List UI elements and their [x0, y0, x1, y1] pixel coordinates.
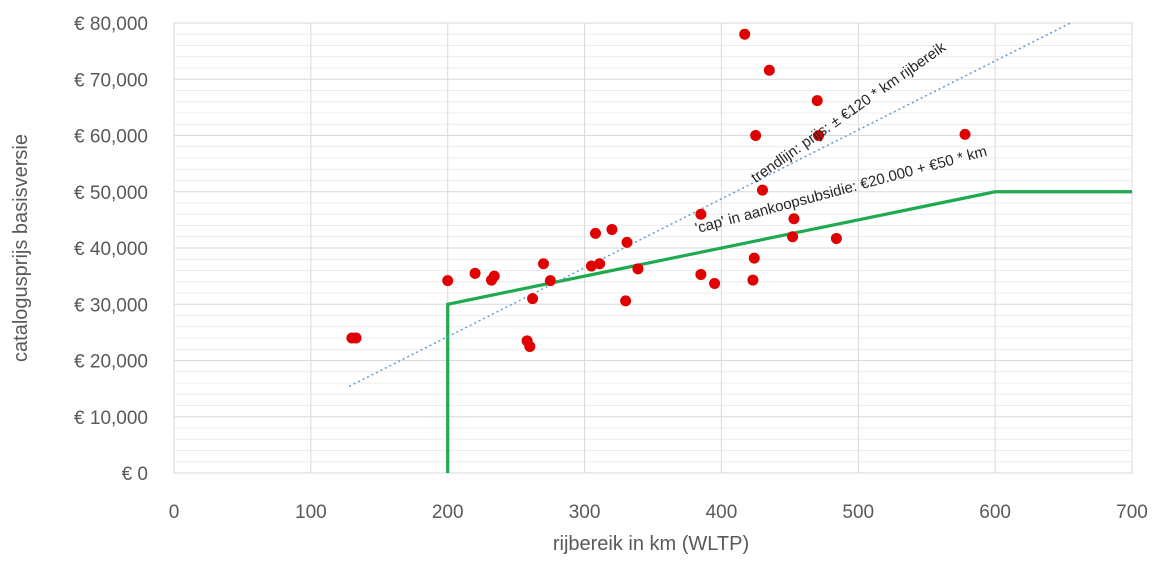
data-point — [750, 130, 762, 141]
data-point — [830, 232, 842, 244]
x-tick-label: 400 — [706, 502, 738, 523]
data-point — [488, 270, 500, 282]
y-tick-label: € 80,000 — [74, 14, 148, 35]
y-tick-label: € 0 — [122, 464, 148, 485]
data-point — [632, 263, 644, 275]
subsidy-cap-line — [446, 190, 1132, 473]
data-point — [763, 64, 775, 76]
line-layer — [348, 22, 1132, 473]
data-point — [606, 223, 618, 235]
data-point — [527, 293, 539, 305]
data-point — [695, 208, 707, 220]
data-point — [350, 332, 362, 344]
x-tick-label: 100 — [295, 502, 327, 523]
y-tick-label: € 60,000 — [74, 127, 148, 148]
grid-layer — [173, 22, 1133, 474]
x-tick-label: 300 — [569, 502, 601, 523]
y-tick-label: € 10,000 — [74, 408, 148, 429]
data-point — [747, 274, 759, 286]
y-axis-title: catalogusprijs basisversie — [10, 134, 32, 362]
point-layer — [346, 28, 971, 352]
data-point — [538, 258, 550, 270]
x-tick-label: 0 — [169, 502, 180, 523]
y-tick-label: € 30,000 — [74, 295, 148, 316]
data-point — [524, 340, 536, 352]
tick-layer: € 0 € 10,000 € 20,000 € 30,000 € 40,000 € 50,… — [74, 14, 1148, 523]
data-point — [544, 275, 556, 287]
data-point — [756, 184, 768, 196]
data-point — [811, 95, 823, 107]
data-point — [594, 258, 606, 270]
y-tick-label: € 20,000 — [74, 352, 148, 373]
x-axis-title: rijbereik in km (WLTP) — [553, 533, 749, 555]
data-point — [695, 268, 707, 280]
data-point — [748, 252, 760, 264]
x-tick-label: 500 — [842, 502, 874, 523]
x-tick-label: 600 — [979, 502, 1011, 523]
data-point — [590, 227, 602, 239]
data-point — [469, 267, 481, 279]
y-tick-label: € 40,000 — [74, 239, 148, 260]
trend-line — [348, 22, 1071, 388]
x-tick-label: 200 — [432, 502, 464, 523]
data-point — [788, 213, 800, 225]
data-point — [620, 295, 632, 307]
data-point — [959, 128, 971, 140]
y-tick-label: € 50,000 — [74, 183, 148, 204]
data-point — [787, 231, 799, 243]
data-point — [621, 236, 633, 248]
data-point — [709, 277, 721, 289]
y-tick-label: € 70,000 — [74, 70, 148, 91]
data-point — [442, 275, 454, 287]
data-point — [813, 130, 825, 141]
data-point — [739, 28, 751, 40]
x-tick-label: 700 — [1116, 502, 1148, 523]
